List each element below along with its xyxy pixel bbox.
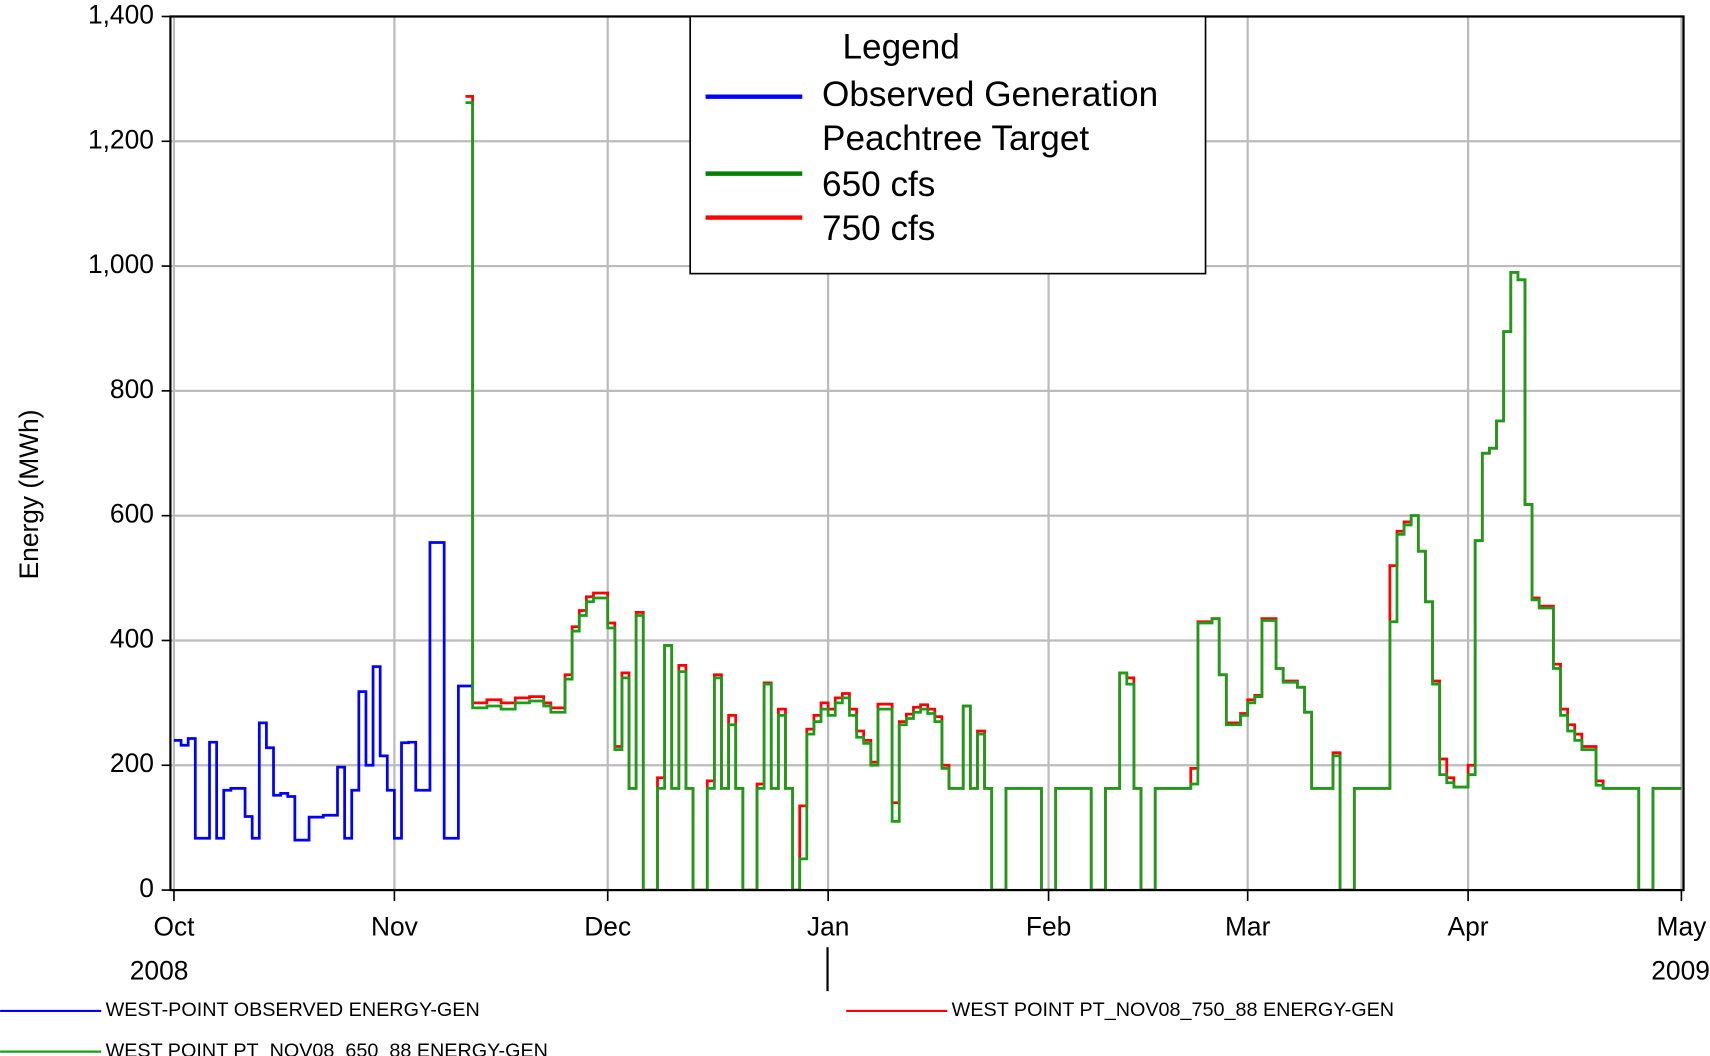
y-tick-label: 0 bbox=[139, 873, 154, 903]
x-tick-label: Nov bbox=[371, 912, 419, 942]
x-tick-label: May bbox=[1656, 912, 1707, 942]
legend-label: WEST POINT PT_NOV08_750_88 ENERGY-GEN bbox=[952, 999, 1394, 1021]
year-label: 2009 bbox=[1651, 955, 1710, 985]
y-tick-label: 800 bbox=[110, 374, 154, 404]
y-axis-label: Energy (MWh) bbox=[14, 410, 44, 580]
series-line bbox=[465, 101, 1682, 891]
legend-label: WEST-POINT OBSERVED ENERGY-GEN bbox=[106, 999, 480, 1021]
x-tick-label: Dec bbox=[584, 912, 631, 942]
x-tick-label: Feb bbox=[1026, 912, 1071, 942]
year-label: 2008 bbox=[130, 955, 189, 985]
series-line bbox=[173, 541, 474, 842]
legend-label: Observed Generation bbox=[822, 75, 1158, 114]
bottom-legend: WEST-POINT OBSERVED ENERGY-GEN WEST POINT… bbox=[0, 999, 1394, 1056]
legend-label: 750 cfs bbox=[822, 209, 935, 248]
y-tick-label: 1,200 bbox=[88, 124, 154, 154]
legend-label: Peachtree Target bbox=[822, 119, 1089, 158]
y-tick-label: 1,000 bbox=[88, 249, 154, 279]
legend-box bbox=[689, 15, 1207, 275]
x-tick-label: Mar bbox=[1225, 912, 1271, 942]
legend: Legend Observed Generation Peachtree Targ… bbox=[689, 15, 1207, 275]
y-tick-label: 1,400 bbox=[88, 0, 154, 29]
plot-lines bbox=[173, 94, 1682, 891]
legend-label: 650 cfs bbox=[822, 165, 935, 204]
y-tick-label: 600 bbox=[110, 499, 154, 529]
y-tick-label: 400 bbox=[110, 623, 154, 653]
x-tick-label: Apr bbox=[1448, 912, 1489, 942]
y-tick-label: 200 bbox=[110, 748, 154, 778]
x-tick-label: Oct bbox=[153, 912, 195, 942]
x-tick-label: Jan bbox=[807, 912, 850, 942]
legend-title: Legend bbox=[842, 28, 959, 67]
legend-label: WEST POINT PT_NOV08_650_88 ENERGY-GEN bbox=[106, 1040, 548, 1056]
